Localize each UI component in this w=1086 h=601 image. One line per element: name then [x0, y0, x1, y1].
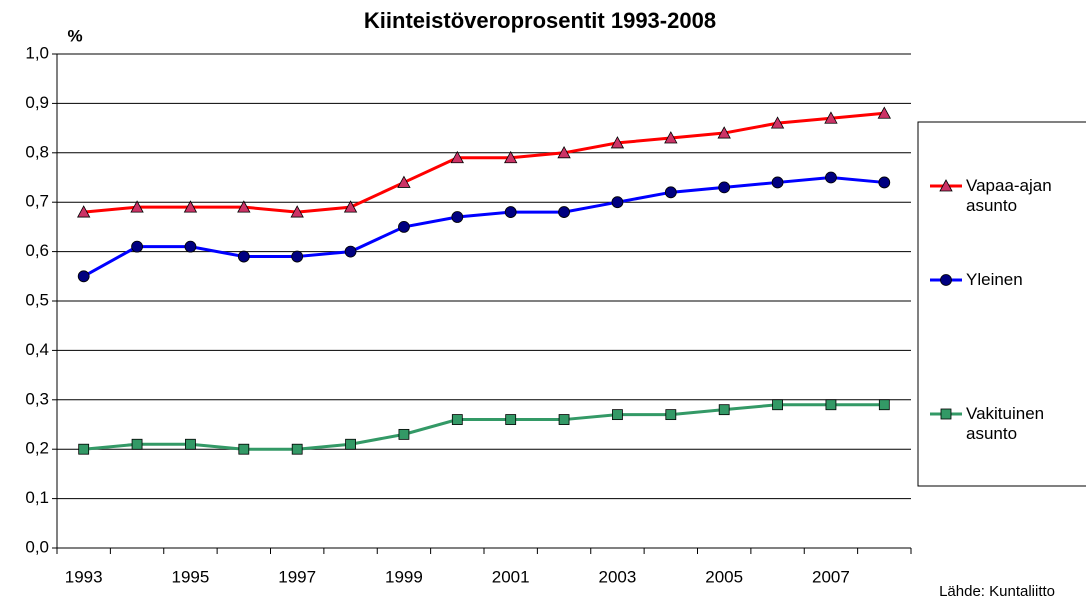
x-tick-label: 2007	[812, 567, 850, 586]
y-tick-label: 0,1	[25, 488, 49, 507]
data-point	[770, 116, 785, 129]
legend-label: Yleinen	[966, 270, 1023, 289]
data-point	[291, 250, 304, 263]
y-tick-label: 0,9	[25, 93, 49, 112]
data-point	[344, 245, 357, 258]
data-point	[451, 414, 463, 425]
y-tick-label: 0,8	[25, 142, 49, 161]
data-point	[718, 181, 731, 194]
data-point	[772, 399, 783, 411]
y-tick-label: 0,6	[25, 241, 49, 260]
x-tick-label: 1997	[278, 567, 316, 586]
x-tick-label: 1995	[172, 567, 210, 586]
data-point	[611, 196, 624, 209]
y-tick-label: 0,5	[25, 290, 49, 309]
y-tick-label: 1,0	[25, 43, 49, 62]
data-point	[505, 414, 517, 425]
data-point	[718, 404, 730, 416]
data-point	[558, 206, 570, 218]
data-point	[345, 438, 356, 450]
series-line	[83, 403, 885, 451]
x-tick-label: 2003	[599, 567, 637, 586]
x-tick-label: 1993	[65, 567, 103, 586]
data-point	[771, 176, 784, 189]
data-point	[558, 414, 570, 425]
y-tick-label: 0,4	[25, 340, 49, 359]
legend-label: Vapaa-ajan asunto	[966, 176, 1052, 215]
data-point	[183, 200, 198, 213]
data-point	[398, 220, 410, 233]
x-tick-label: 2005	[705, 567, 743, 586]
data-point	[184, 240, 197, 253]
data-point	[557, 145, 571, 159]
data-point	[825, 399, 837, 411]
data-point	[290, 205, 304, 218]
source: Lähde: Kuntaliitto	[939, 583, 1055, 600]
data-point	[291, 443, 303, 455]
data-point	[130, 200, 144, 213]
y-tick-label: 0,2	[25, 439, 49, 458]
data-point	[343, 200, 358, 213]
data-point	[397, 175, 411, 188]
data-point	[450, 150, 464, 164]
data-point	[185, 438, 196, 450]
series-line	[82, 175, 885, 278]
data-point	[664, 186, 677, 199]
data-point	[237, 200, 251, 213]
data-point	[664, 131, 678, 144]
y-axis-label: %	[67, 26, 82, 45]
y-tick-label: 0,0	[25, 537, 49, 556]
data-point	[665, 409, 677, 421]
series-line	[83, 111, 885, 214]
data-point	[878, 176, 891, 189]
legend-marker	[940, 274, 952, 286]
data-point	[238, 443, 250, 455]
data-point	[131, 240, 143, 253]
data-point	[77, 270, 90, 283]
data-point	[237, 250, 250, 263]
legend-label: Vakituinen asunto	[966, 404, 1045, 443]
y-tick-label: 0,7	[25, 192, 49, 211]
data-point	[131, 438, 143, 450]
data-point	[504, 150, 518, 164]
data-point	[878, 399, 890, 411]
data-point	[398, 428, 410, 440]
data-point	[78, 443, 90, 455]
legend-marker	[939, 179, 953, 192]
y-tick-label: 0,3	[25, 389, 49, 408]
legend-marker	[940, 408, 952, 420]
data-point	[77, 205, 91, 218]
data-point	[825, 171, 837, 184]
data-point	[451, 211, 464, 223]
legend-box	[917, 121, 1086, 487]
data-point	[610, 136, 625, 149]
data-point	[504, 206, 517, 218]
x-tick-label: 2001	[492, 567, 530, 586]
data-point	[717, 126, 731, 139]
x-tick-label: 1999	[385, 567, 423, 586]
chart-title: Kiinteistöveroprosentit 1993-2008	[364, 8, 716, 33]
data-point	[612, 409, 623, 421]
data-point	[877, 106, 891, 119]
data-point	[824, 111, 838, 124]
